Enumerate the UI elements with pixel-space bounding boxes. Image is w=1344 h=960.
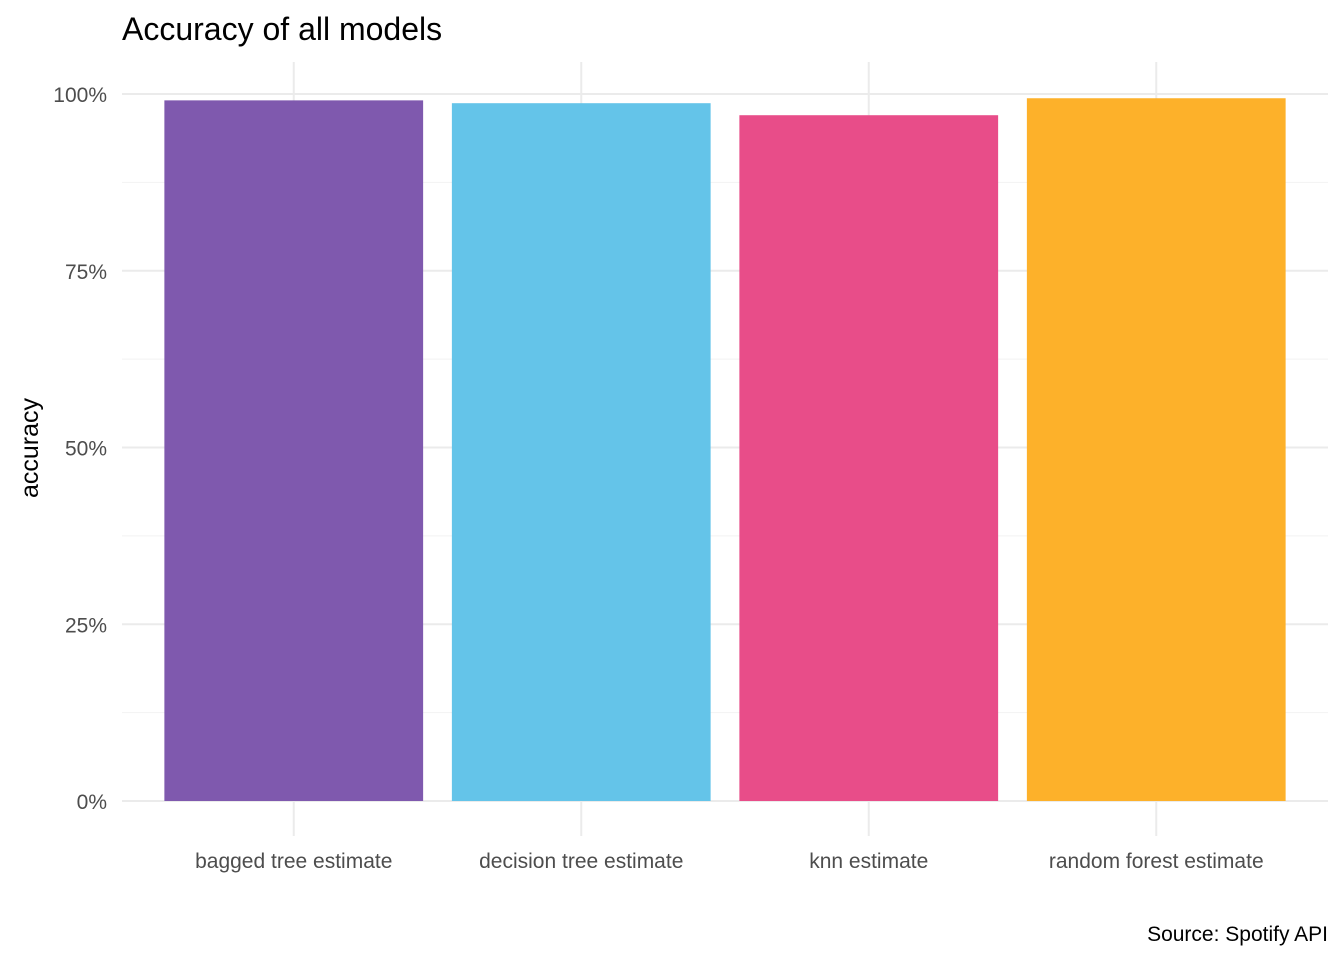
- bar-random-forest-estimate: [1026, 98, 1286, 801]
- bars: [164, 98, 1286, 802]
- y-axis-label: accuracy: [16, 397, 44, 498]
- y-axis-ticks: 0% 25% 50% 75% 100%: [53, 84, 107, 814]
- x-tick-label: bagged tree estimate: [195, 850, 392, 873]
- y-tick-label: 0%: [77, 791, 107, 814]
- x-tick-label: decision tree estimate: [479, 850, 683, 873]
- chart-title: Accuracy of all models: [122, 11, 442, 47]
- y-tick-label: 100%: [53, 84, 107, 107]
- x-axis-ticks: bagged tree estimate decision tree estima…: [195, 850, 1264, 873]
- y-tick-label: 50%: [65, 438, 107, 461]
- x-tick-label: knn estimate: [809, 850, 928, 873]
- bar-bagged-tree-estimate: [164, 100, 424, 802]
- chart-caption: Source: Spotify API: [1147, 923, 1328, 946]
- bar-knn-estimate: [739, 115, 999, 801]
- x-tick-label: random forest estimate: [1049, 850, 1264, 873]
- bar-decision-tree-estimate: [451, 103, 711, 802]
- y-tick-label: 25%: [65, 614, 107, 637]
- y-tick-label: 75%: [65, 261, 107, 284]
